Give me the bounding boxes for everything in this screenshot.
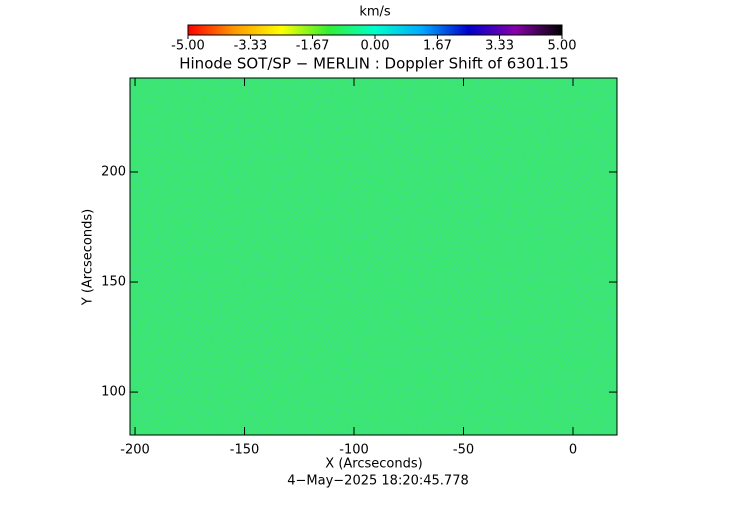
x-tick-label: -150 bbox=[230, 443, 260, 458]
colorbar bbox=[187, 24, 563, 36]
y-tick-label: 150 bbox=[101, 275, 126, 290]
timestamp: 4−May−2025 18:20:45.778 bbox=[287, 474, 468, 489]
colorbar-tick-label: -3.33 bbox=[234, 39, 268, 54]
colorbar-tick-label: 1.67 bbox=[423, 39, 452, 54]
colorbar-tick-label: -1.67 bbox=[296, 39, 330, 54]
x-tick-label: 0 bbox=[569, 443, 577, 458]
colorbar-tick-label: 0.00 bbox=[361, 39, 390, 54]
plot-frame bbox=[129, 77, 618, 436]
y-tick-label: 200 bbox=[101, 164, 126, 179]
colorbar-tick-label: 3.33 bbox=[485, 39, 514, 54]
x-tick-label: -200 bbox=[120, 443, 150, 458]
colorbar-label: km/s bbox=[359, 5, 391, 20]
chart-title: Hinode SOT/SP − MERLIN : Doppler Shift o… bbox=[179, 55, 569, 73]
y-axis-label: Y (Arcseconds) bbox=[81, 209, 96, 306]
x-tick-label: -100 bbox=[339, 443, 369, 458]
x-tick-label: -50 bbox=[453, 443, 474, 458]
x-axis-label: X (Arcseconds) bbox=[325, 457, 422, 472]
y-tick-label: 100 bbox=[101, 385, 126, 400]
colorbar-tick-label: 5.00 bbox=[548, 39, 577, 54]
doppler-texture bbox=[130, 78, 617, 435]
colorbar-tick-label: -5.00 bbox=[171, 39, 205, 54]
